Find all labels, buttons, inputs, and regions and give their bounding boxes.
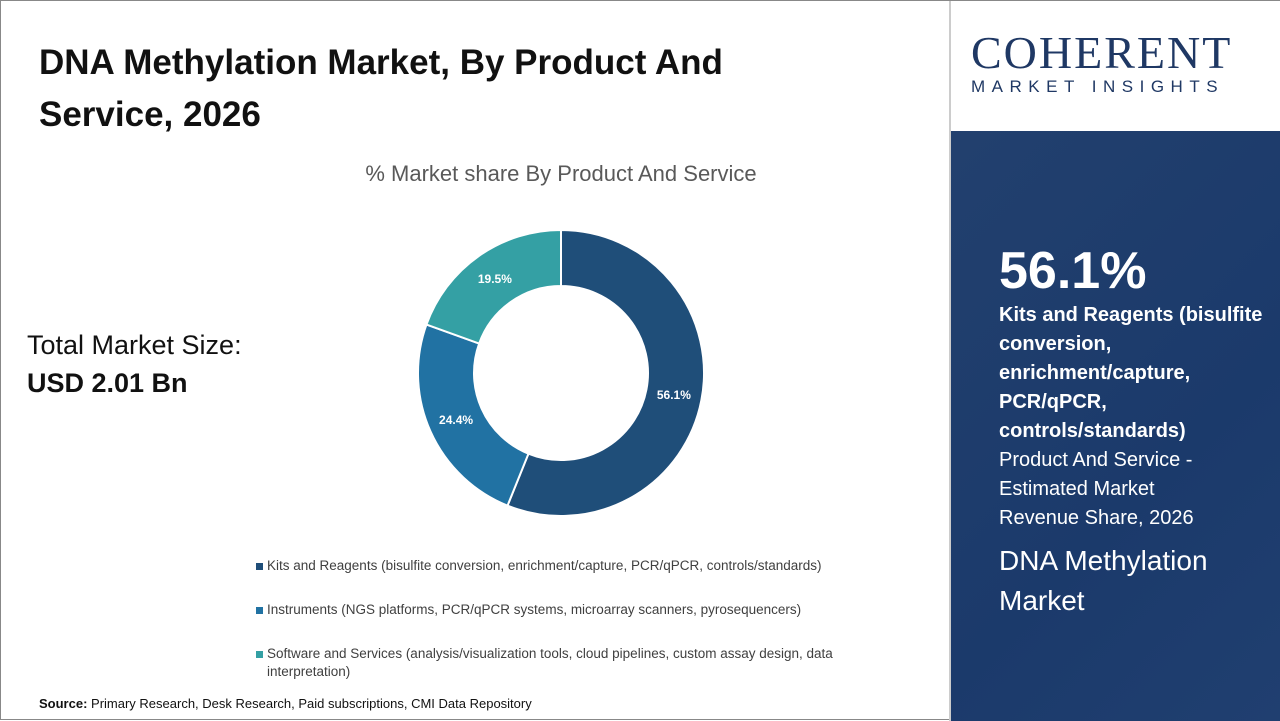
source-note: Source: Primary Research, Desk Research,… [39,696,532,711]
highlight-description: Product And Service - Estimated Market R… [999,449,1194,529]
donut-slice [417,323,530,507]
source-label: Source: [39,696,88,711]
data-label: 24.4% [439,413,473,427]
legend-label: Software and Services (analysis/visualiz… [267,646,833,679]
chart-title: % Market share By Product And Service [365,161,757,186]
data-label: 56.1% [657,388,691,402]
legend-label: Kits and Reagents (bisulfite conversion,… [267,558,822,573]
legend-swatch [256,607,263,614]
logo-subtext: MARKET INSIGHTS [971,77,1225,96]
highlight-segment: Kits and Reagents (bisulfite conversion,… [999,304,1263,442]
source-text: Primary Research, Desk Research, Paid su… [87,696,532,711]
legend-swatch [256,563,263,570]
highlight-value: 56.1% [999,242,1147,300]
logo-text: COHERENT [971,27,1233,78]
legend-item: Software and Services (analysis/visualiz… [256,645,916,681]
legend-item: Kits and Reagents (bisulfite conversion,… [256,557,916,575]
page-title: DNA Methylation Market, By Product And S… [39,43,723,134]
highlight-panel: 56.1% Kits and Reagents (bisulfite conve… [951,131,1280,721]
total-market-size: Total Market Size: USD 2.01 Bn [27,326,242,402]
data-label: 19.5% [478,272,512,286]
total-value: USD 2.01 Bn [27,368,188,398]
legend-item: Instruments (NGS platforms, PCR/qPCR sys… [256,601,916,619]
donut-slice [506,228,705,517]
donut-slice [425,228,562,345]
legend-swatch [256,651,263,658]
sidebar: COHERENT MARKET INSIGHTS 56.1% Kits and … [949,1,1280,721]
highlight-market: DNA Methylation Market [999,545,1208,616]
logo: COHERENT MARKET INSIGHTS [951,1,1280,131]
total-label: Total Market Size: [27,330,242,360]
legend: Kits and Reagents (bisulfite conversion,… [256,557,916,681]
legend-label: Instruments (NGS platforms, PCR/qPCR sys… [267,602,802,617]
donut-chart: 56.1% 24.4% 19.5% [417,228,705,517]
